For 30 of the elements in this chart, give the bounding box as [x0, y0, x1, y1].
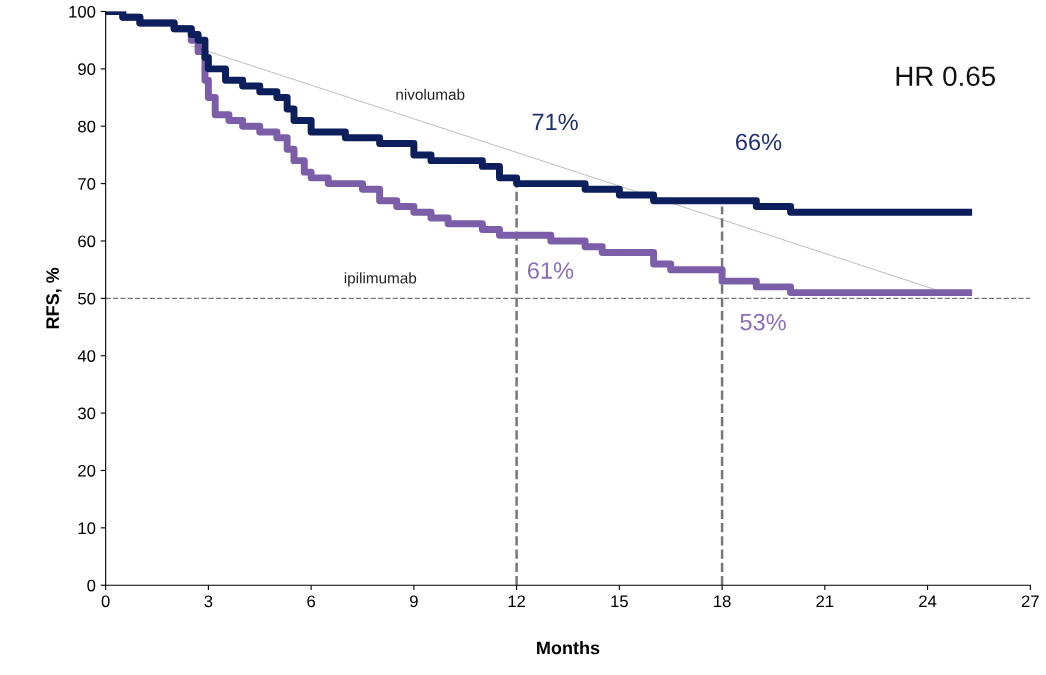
annotation: 53% [740, 313, 786, 331]
y-tick-label: 20 [78, 464, 96, 477]
y-tick-label: 30 [78, 407, 96, 420]
y-tick-label: 70 [78, 178, 96, 190]
y-axis-title: RFS, % [46, 267, 62, 329]
x-tick-label: 18 [714, 595, 731, 608]
x-tick-label: 24 [919, 595, 937, 608]
y-tick-label: 90 [78, 63, 96, 76]
x-tick-label: 21 [816, 595, 834, 608]
y-tick-label: 10 [78, 522, 96, 535]
x-tick-label: 0 [101, 595, 110, 608]
x-axis-title: Months [537, 641, 600, 655]
y-tick-label: 60 [78, 235, 96, 248]
x-tick-label: 3 [204, 595, 213, 608]
y-tick-label: 50 [78, 292, 96, 305]
y-tick-label: 80 [78, 120, 96, 133]
x-tick-label: 15 [611, 595, 628, 608]
x-tick-label: 27 [1021, 595, 1039, 608]
y-tick-label: 0 [87, 579, 96, 592]
annotation: 61% [527, 262, 574, 279]
annotation: ipilimumab [344, 272, 417, 287]
annotation: HR 0.65 [896, 66, 996, 87]
x-tick-label: 6 [307, 595, 316, 608]
x-tick-label: 9 [410, 595, 418, 608]
x-tick-label: 12 [508, 595, 526, 608]
annotation: 71% [532, 113, 578, 131]
annotation: 66% [736, 133, 782, 151]
annotation: nivolumab [396, 88, 465, 100]
y-tick-label: 40 [77, 350, 96, 362]
y-tick-label: 100 [69, 5, 96, 18]
